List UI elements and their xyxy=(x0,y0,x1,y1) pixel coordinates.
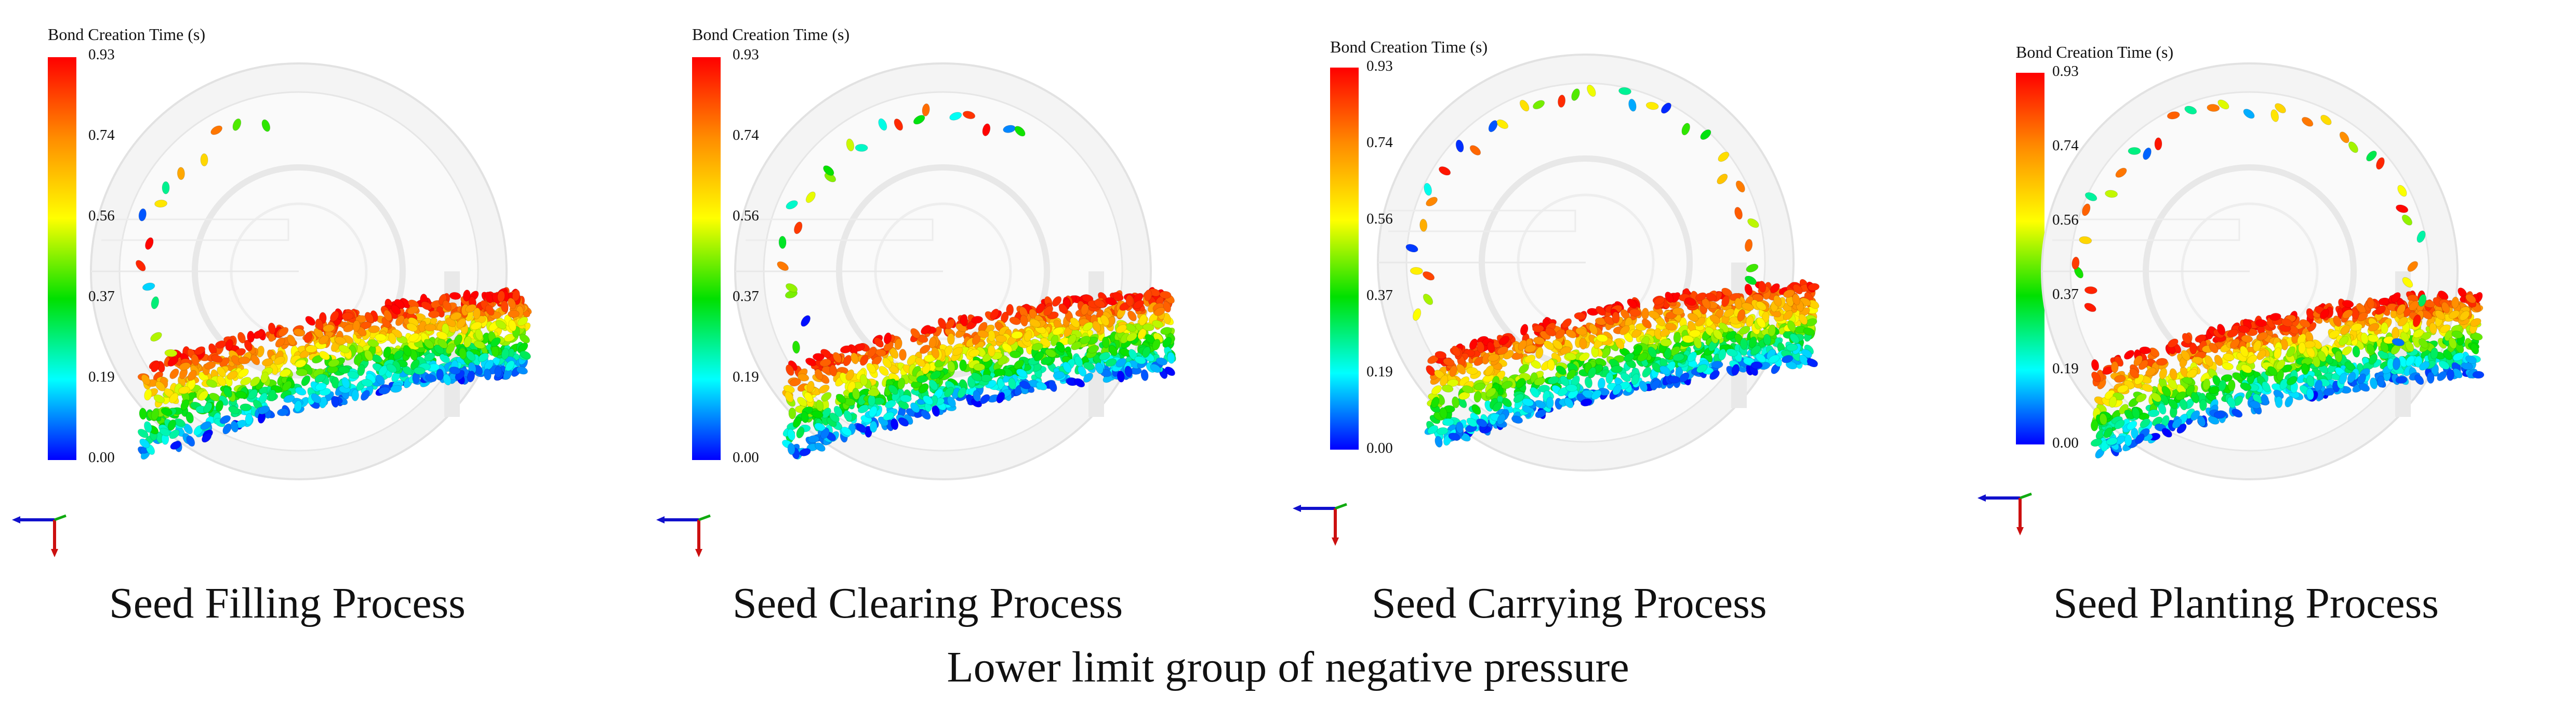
colorbar xyxy=(1330,68,1359,450)
colorbar-tick: 0.37 xyxy=(2052,286,2079,303)
axis-triad-icon xyxy=(656,514,711,557)
panel-seed-planting: Bond Creation Time (s) 0.93 0.74 0.56 0.… xyxy=(1933,0,2576,708)
colorbar-tick: 0.93 xyxy=(1366,58,1393,74)
colorbar-tick: 0.93 xyxy=(88,46,115,63)
colorbar-tick: 0.56 xyxy=(2052,212,2079,228)
simulation-view xyxy=(1293,54,1820,546)
adsorbed-seeds xyxy=(2072,99,2427,371)
seed-band xyxy=(1424,279,1820,448)
adsorbed-seeds xyxy=(135,118,271,357)
colorbar-tick: 0.56 xyxy=(88,207,115,224)
group-caption: Lower limit group of negative pressure xyxy=(947,643,1629,691)
colorbar-tick: 0.00 xyxy=(88,449,115,466)
panel-seed-clearing: Bond Creation Time (s) 0.93 0.74 0.56 0.… xyxy=(644,0,1289,708)
colorbar-tick: 0.93 xyxy=(2052,63,2079,80)
colorbar-tick: 0.74 xyxy=(88,127,115,143)
panel-seed-carrying: Bond Creation Time (s) 0.93 0.74 0.56 0.… xyxy=(1289,0,1933,708)
colorbar-tick: 0.00 xyxy=(733,449,759,466)
colorbar-tick: 0.00 xyxy=(1366,440,1393,456)
colorbar-tick: 0.37 xyxy=(1366,287,1393,304)
simulation-view xyxy=(656,57,1176,557)
colorbar xyxy=(2016,73,2044,444)
panel-caption: Seed Carrying Process xyxy=(1372,579,1767,627)
axis-triad-icon xyxy=(1977,492,2032,535)
seed-band xyxy=(2090,287,2485,459)
colorbar xyxy=(692,57,721,460)
colorbar xyxy=(48,57,76,460)
seed-band xyxy=(781,286,1176,460)
seed-band xyxy=(137,286,532,460)
colorbar-title: Bond Creation Time (s) xyxy=(692,25,850,44)
colorbar-title: Bond Creation Time (s) xyxy=(48,25,206,44)
axis-triad-icon xyxy=(1293,503,1347,546)
colorbar-tick: 0.56 xyxy=(1366,211,1393,227)
colorbar-tick: 0.37 xyxy=(733,288,759,305)
colorbar-title: Bond Creation Time (s) xyxy=(2016,43,2174,61)
colorbar-tick: 0.56 xyxy=(733,207,759,224)
simulation-view xyxy=(12,57,532,557)
panel-caption: Seed Planting Process xyxy=(2053,579,2439,627)
colorbar-tick: 0.19 xyxy=(2052,360,2079,377)
seed-metering-disk xyxy=(1377,54,1795,471)
colorbar-tick: 0.93 xyxy=(733,46,759,63)
colorbar-title: Bond Creation Time (s) xyxy=(1330,37,1488,56)
panel-caption: Seed Clearing Process xyxy=(733,579,1123,627)
colorbar-tick: 0.74 xyxy=(2052,137,2079,154)
colorbar-tick: 0.74 xyxy=(733,127,759,143)
adsorbed-seeds xyxy=(1405,84,1759,322)
colorbar-tick: 0.19 xyxy=(1366,363,1393,380)
panel-caption: Seed Filling Process xyxy=(109,579,466,627)
axis-triad-icon xyxy=(12,514,67,557)
adsorbed-seeds xyxy=(777,103,1026,354)
colorbar-tick: 0.74 xyxy=(1366,134,1393,151)
panel-seed-filling: Bond Creation Time (s) 0.93 0.74 0.56 0.… xyxy=(0,0,644,708)
colorbar-tick: 0.19 xyxy=(88,369,115,385)
colorbar-tick: 0.37 xyxy=(88,288,115,305)
colorbar-tick: 0.19 xyxy=(733,369,759,385)
colorbar-tick: 0.00 xyxy=(2052,435,2079,451)
simulation-view xyxy=(1977,62,2485,535)
